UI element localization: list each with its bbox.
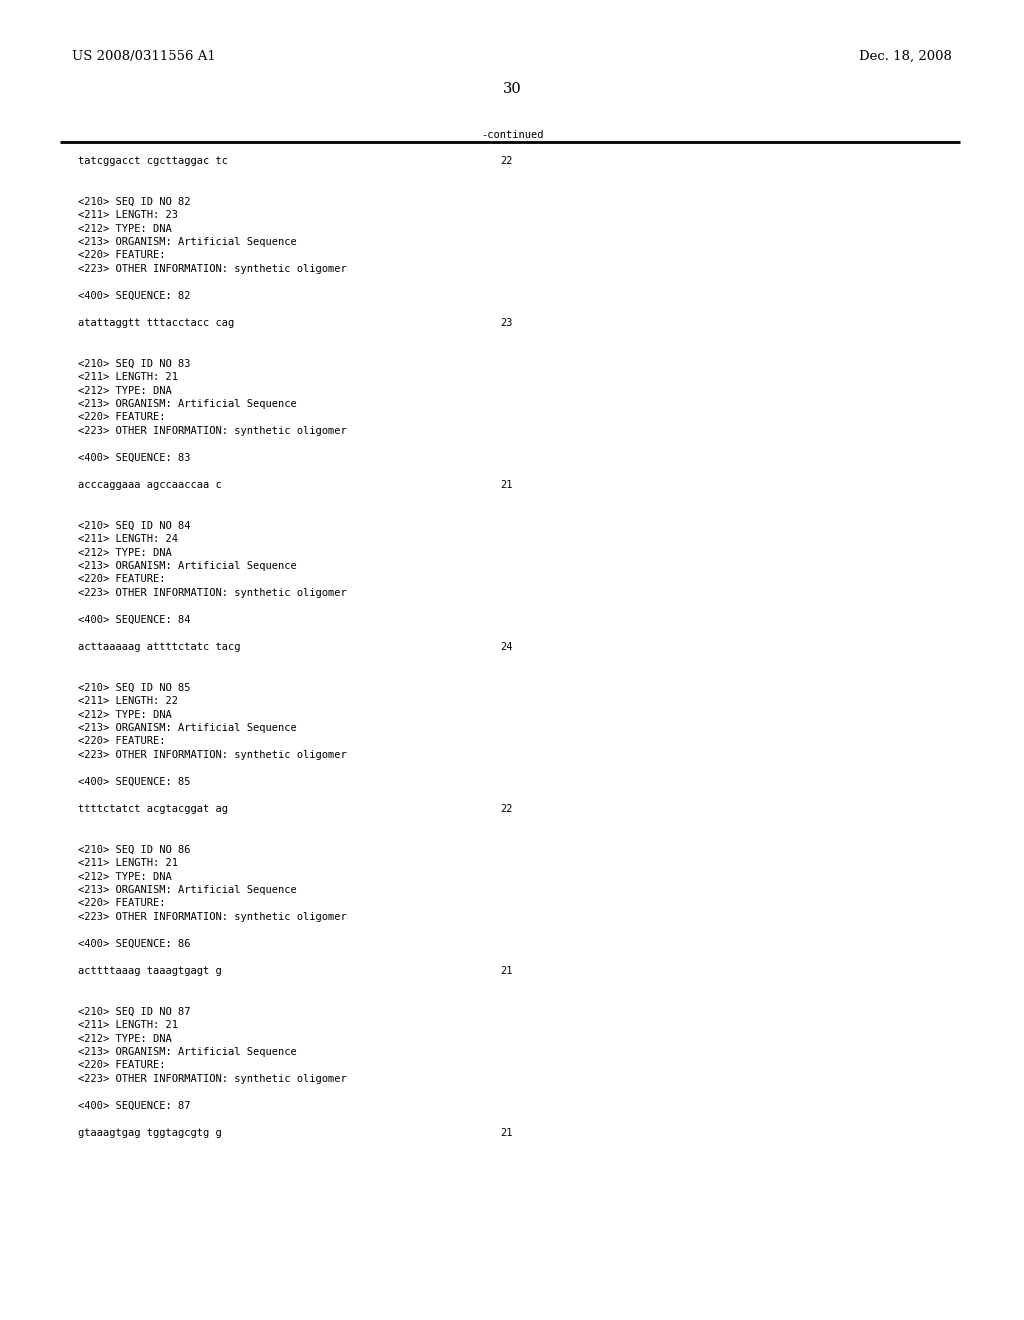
Text: <213> ORGANISM: Artificial Sequence: <213> ORGANISM: Artificial Sequence [78, 399, 297, 409]
Text: 21: 21 [500, 480, 512, 490]
Text: Dec. 18, 2008: Dec. 18, 2008 [859, 50, 952, 63]
Text: <212> TYPE: DNA: <212> TYPE: DNA [78, 385, 172, 396]
Text: 24: 24 [500, 642, 512, 652]
Text: <220> FEATURE:: <220> FEATURE: [78, 1060, 166, 1071]
Text: <223> OTHER INFORMATION: synthetic oligomer: <223> OTHER INFORMATION: synthetic oligo… [78, 750, 347, 760]
Text: <210> SEQ ID NO 83: <210> SEQ ID NO 83 [78, 359, 190, 368]
Text: <212> TYPE: DNA: <212> TYPE: DNA [78, 548, 172, 557]
Text: 22: 22 [500, 156, 512, 166]
Text: acccaggaaa agccaaccaa c: acccaggaaa agccaaccaa c [78, 480, 222, 490]
Text: <220> FEATURE:: <220> FEATURE: [78, 412, 166, 422]
Text: <211> LENGTH: 24: <211> LENGTH: 24 [78, 535, 178, 544]
Text: <213> ORGANISM: Artificial Sequence: <213> ORGANISM: Artificial Sequence [78, 723, 297, 733]
Text: <211> LENGTH: 23: <211> LENGTH: 23 [78, 210, 178, 220]
Text: <210> SEQ ID NO 84: <210> SEQ ID NO 84 [78, 520, 190, 531]
Text: <210> SEQ ID NO 85: <210> SEQ ID NO 85 [78, 682, 190, 693]
Text: <212> TYPE: DNA: <212> TYPE: DNA [78, 223, 172, 234]
Text: ttttctatct acgtacggat ag: ttttctatct acgtacggat ag [78, 804, 228, 814]
Text: <220> FEATURE:: <220> FEATURE: [78, 737, 166, 747]
Text: <210> SEQ ID NO 87: <210> SEQ ID NO 87 [78, 1006, 190, 1016]
Text: 22: 22 [500, 804, 512, 814]
Text: acttttaaag taaagtgagt g: acttttaaag taaagtgagt g [78, 966, 222, 975]
Text: <223> OTHER INFORMATION: synthetic oligomer: <223> OTHER INFORMATION: synthetic oligo… [78, 587, 347, 598]
Text: <212> TYPE: DNA: <212> TYPE: DNA [78, 871, 172, 882]
Text: <213> ORGANISM: Artificial Sequence: <213> ORGANISM: Artificial Sequence [78, 884, 297, 895]
Text: <400> SEQUENCE: 84: <400> SEQUENCE: 84 [78, 615, 190, 624]
Text: 30: 30 [503, 82, 521, 96]
Text: <220> FEATURE:: <220> FEATURE: [78, 574, 166, 585]
Text: <400> SEQUENCE: 82: <400> SEQUENCE: 82 [78, 290, 190, 301]
Text: <213> ORGANISM: Artificial Sequence: <213> ORGANISM: Artificial Sequence [78, 561, 297, 572]
Text: <211> LENGTH: 22: <211> LENGTH: 22 [78, 696, 178, 706]
Text: -continued: -continued [480, 129, 544, 140]
Text: <210> SEQ ID NO 82: <210> SEQ ID NO 82 [78, 197, 190, 206]
Text: US 2008/0311556 A1: US 2008/0311556 A1 [72, 50, 216, 63]
Text: <400> SEQUENCE: 87: <400> SEQUENCE: 87 [78, 1101, 190, 1111]
Text: atattaggtt tttacctacc cag: atattaggtt tttacctacc cag [78, 318, 234, 327]
Text: 23: 23 [500, 318, 512, 327]
Text: <220> FEATURE:: <220> FEATURE: [78, 899, 166, 908]
Text: <212> TYPE: DNA: <212> TYPE: DNA [78, 710, 172, 719]
Text: <223> OTHER INFORMATION: synthetic oligomer: <223> OTHER INFORMATION: synthetic oligo… [78, 1074, 347, 1084]
Text: <211> LENGTH: 21: <211> LENGTH: 21 [78, 372, 178, 381]
Text: <223> OTHER INFORMATION: synthetic oligomer: <223> OTHER INFORMATION: synthetic oligo… [78, 912, 347, 921]
Text: acttaaaaag attttctatc tacg: acttaaaaag attttctatc tacg [78, 642, 241, 652]
Text: <211> LENGTH: 21: <211> LENGTH: 21 [78, 858, 178, 869]
Text: 21: 21 [500, 966, 512, 975]
Text: <213> ORGANISM: Artificial Sequence: <213> ORGANISM: Artificial Sequence [78, 1047, 297, 1057]
Text: tatcggacct cgcttaggac tc: tatcggacct cgcttaggac tc [78, 156, 228, 166]
Text: <400> SEQUENCE: 85: <400> SEQUENCE: 85 [78, 777, 190, 787]
Text: <211> LENGTH: 21: <211> LENGTH: 21 [78, 1020, 178, 1030]
Text: gtaaagtgag tggtagcgtg g: gtaaagtgag tggtagcgtg g [78, 1129, 222, 1138]
Text: 21: 21 [500, 1129, 512, 1138]
Text: <223> OTHER INFORMATION: synthetic oligomer: <223> OTHER INFORMATION: synthetic oligo… [78, 264, 347, 275]
Text: <210> SEQ ID NO 86: <210> SEQ ID NO 86 [78, 845, 190, 854]
Text: <400> SEQUENCE: 83: <400> SEQUENCE: 83 [78, 453, 190, 463]
Text: <213> ORGANISM: Artificial Sequence: <213> ORGANISM: Artificial Sequence [78, 238, 297, 247]
Text: <220> FEATURE:: <220> FEATURE: [78, 251, 166, 260]
Text: <212> TYPE: DNA: <212> TYPE: DNA [78, 1034, 172, 1044]
Text: <223> OTHER INFORMATION: synthetic oligomer: <223> OTHER INFORMATION: synthetic oligo… [78, 426, 347, 436]
Text: <400> SEQUENCE: 86: <400> SEQUENCE: 86 [78, 939, 190, 949]
